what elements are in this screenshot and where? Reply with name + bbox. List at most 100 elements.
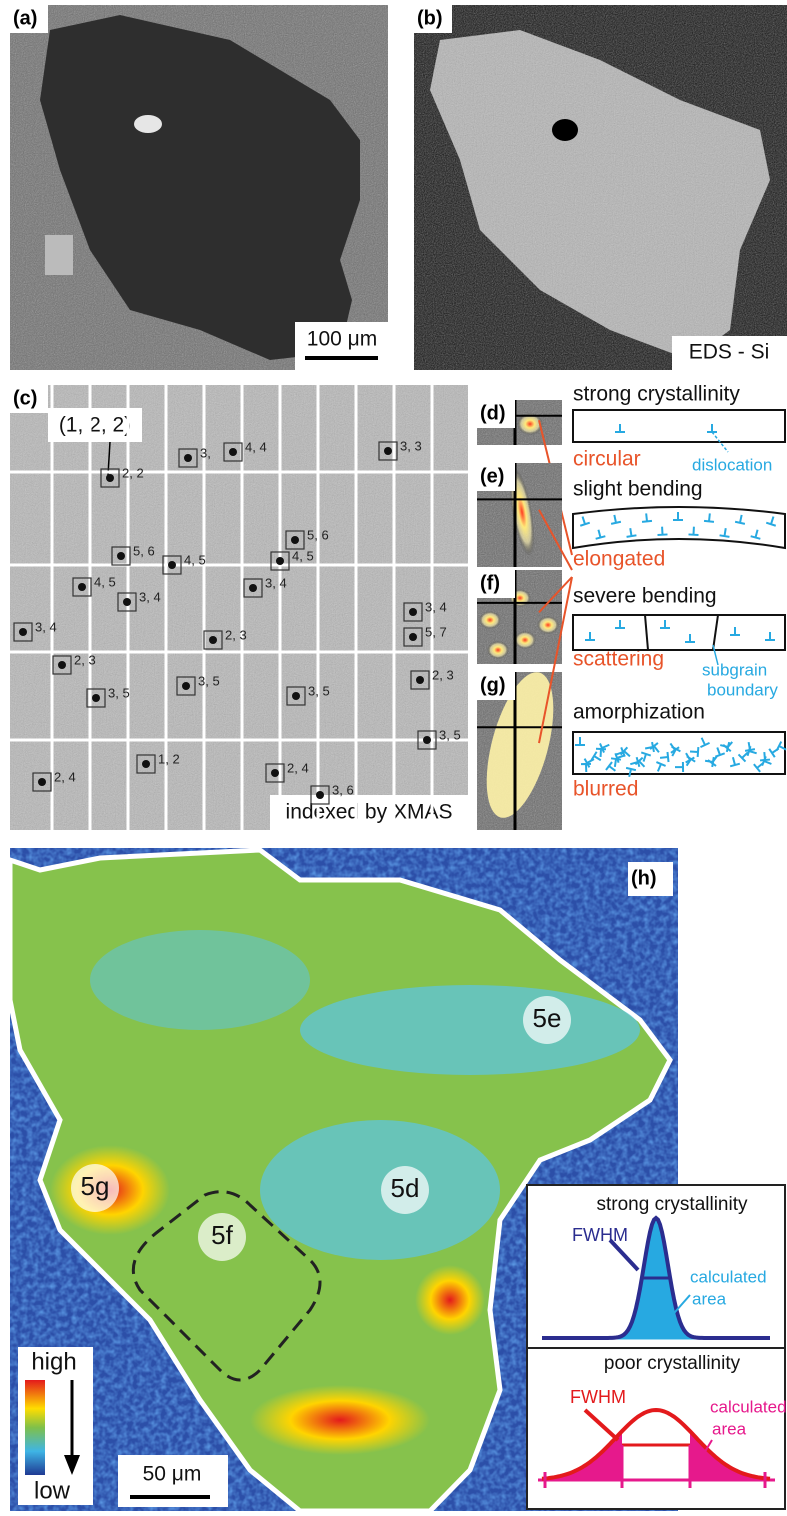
index-label: 3, 5 [198,673,220,688]
diffraction-spot [487,641,509,659]
fwhm-label: FWHM [570,1387,626,1407]
index-label: 3, 4 [425,599,447,614]
schematic-title: amorphization [573,701,705,724]
index-label: 2, 4 [54,769,76,784]
dislocation [735,514,746,524]
index-label: 5, 7 [425,624,447,639]
dislocation [594,528,606,538]
index-label: 3, 4 [35,619,57,634]
dislocation [615,620,625,628]
dislocation [748,746,759,758]
spot [92,694,100,702]
dislocation [728,756,740,766]
panel-c: (c) (1, 2, 2) indexed by XMAS 2, 23,4, 4… [10,385,468,830]
panel-label: (b) [417,7,443,29]
index-label: 2, 3 [225,627,247,642]
dislocation [596,749,606,758]
dislocation [765,632,775,640]
panel-label: (h) [631,867,657,889]
schematic-title: strong crystallinity [573,383,740,406]
region [300,985,640,1075]
spot [229,448,237,456]
dislocation [707,424,717,432]
dislocation [766,515,778,526]
index-label: 3, 4 [139,589,161,604]
spot [291,536,299,544]
index-label: 2, 4 [287,760,309,775]
shape-label: circular [573,448,641,471]
spot [416,676,424,684]
dislocation [666,741,679,753]
region [90,930,310,1030]
panel-label: (a) [13,7,37,29]
shape-label: blurred [573,778,638,801]
dislocation [723,739,736,752]
index-label: 2, 2 [122,465,144,480]
spot [19,628,27,636]
note: boundary [707,680,778,699]
spot [106,474,114,482]
region-label: 5d [391,1173,420,1203]
schematic-title: slight bending [573,478,703,501]
panel-label: (d) [480,402,506,424]
shape-label: elongated [573,548,665,571]
crystal [573,615,785,650]
diffraction-spot [537,616,559,634]
spot [249,584,257,592]
panel-label: (e) [480,465,504,487]
crystal [573,410,785,442]
panel-label: (f) [480,572,500,594]
figure: (a) 100 μm (b) EDS - Si (c) (1, 2, 2) in… [0,0,787,1511]
inset-title: strong crystallinity [597,1194,748,1215]
dislocation [690,746,699,757]
index-label: 2, 3 [74,652,96,667]
spot [271,769,279,777]
spot [409,633,417,641]
dislocation [606,762,618,775]
dislocation [581,764,591,772]
dislocation [673,512,683,520]
dislocation [751,528,763,538]
note: dislocation [692,455,772,474]
spot [78,583,86,591]
dislocation [641,513,652,522]
spot [316,791,324,799]
spot [142,760,150,768]
dislocation [762,756,773,768]
dislocation [675,762,683,772]
spot [384,447,392,455]
diffraction-spot [479,611,501,629]
dislocation [624,768,636,778]
spot [209,636,217,644]
scale-label: 100 μm [307,328,377,351]
dislocation [685,634,695,642]
colorbar [25,1380,45,1475]
index-label: 3, 5 [439,727,461,742]
scale-label: 50 μm [143,1463,202,1486]
callout: (1, 2, 2) [59,414,131,437]
panel-label: (g) [480,674,506,696]
note: subgrain [702,660,767,679]
subgrain [645,615,648,650]
index-label: 4, 5 [94,574,116,589]
region-label: 5f [211,1220,233,1250]
panel-label: (c) [13,387,37,409]
index-label: 3, 6 [332,782,354,797]
spot [276,557,284,565]
dislocation [629,757,639,769]
index-label: 1, 2 [158,751,180,766]
area-label: calculated [710,1397,787,1416]
index-label: 4, 5 [292,548,314,563]
index-label: 3, 5 [108,685,130,700]
dislocation [660,620,670,628]
diffraction-spot [514,631,536,649]
caption: EDS - Si [689,341,770,364]
dislocation [609,514,620,524]
panel-a: (a) 100 μm [10,5,388,370]
spot [182,682,190,690]
dislocation [720,527,731,536]
schematics: strong crystallinityslight bendingsevere… [573,383,787,778]
dislocation [578,515,590,526]
hotspot [250,1385,430,1455]
texture [414,5,787,370]
